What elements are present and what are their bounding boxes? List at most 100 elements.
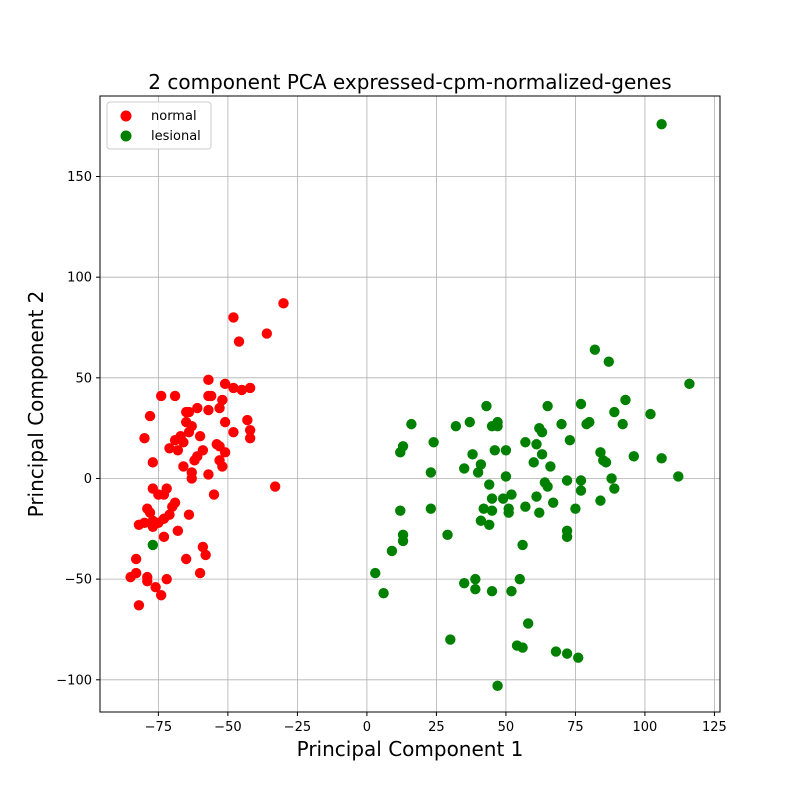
data-point-lesional: [570, 503, 581, 514]
data-point-normal: [228, 426, 239, 438]
legend-marker-normal: [120, 110, 132, 122]
data-point-normal: [200, 549, 211, 561]
data-point-normal: [164, 443, 175, 454]
x-tick-label: −25: [284, 720, 311, 735]
data-point-normal: [244, 433, 256, 444]
data-point-lesional: [561, 531, 573, 543]
data-point-lesional: [506, 489, 517, 500]
data-point-normal: [219, 416, 231, 428]
data-point-normal: [217, 461, 228, 472]
data-point-normal: [242, 414, 253, 426]
data-point-normal: [130, 553, 142, 565]
data-point-normal: [180, 553, 192, 565]
data-point-normal: [139, 517, 150, 528]
data-point-lesional: [397, 535, 409, 547]
data-point-normal: [144, 410, 156, 422]
data-point-lesional: [406, 418, 417, 430]
data-point-lesional: [486, 505, 498, 516]
y-tick-label: 50: [75, 371, 92, 386]
data-point-lesional: [486, 493, 498, 504]
y-axis-label: Principal Component 2: [24, 291, 48, 518]
data-point-lesional: [470, 584, 481, 595]
data-point-lesional: [503, 507, 514, 518]
data-point-lesional: [497, 493, 509, 504]
data-point-lesional: [425, 503, 437, 514]
data-point-lesional: [609, 483, 620, 494]
data-point-lesional: [542, 481, 553, 492]
data-point-lesional: [573, 652, 584, 663]
data-point-normal: [172, 525, 184, 537]
data-point-lesional: [620, 394, 631, 406]
data-point-normal: [155, 590, 167, 601]
x-tick-label: 0: [363, 720, 371, 735]
data-point-lesional: [656, 118, 667, 130]
data-point-lesional: [531, 491, 542, 502]
data-point-lesional: [481, 400, 492, 412]
data-point-normal: [219, 378, 231, 390]
legend-label-lesional: lesional: [151, 129, 201, 144]
data-point-normal: [197, 541, 209, 553]
data-point-lesional: [442, 529, 453, 541]
data-point-lesional: [489, 445, 500, 456]
data-point-lesional: [520, 437, 531, 448]
data-point-lesional: [428, 437, 439, 448]
data-point-lesional: [547, 497, 559, 508]
x-tick-label: 100: [633, 720, 658, 735]
data-point-lesional: [370, 567, 381, 579]
x-tick-label: 75: [567, 720, 584, 735]
data-point-lesional: [464, 416, 475, 428]
data-point-lesional: [606, 473, 617, 484]
plot-frame: [99, 95, 721, 713]
data-point-lesional: [595, 495, 606, 506]
data-point-normal: [144, 507, 156, 518]
x-tick-label: −50: [214, 720, 241, 735]
data-point-lesional: [520, 501, 531, 512]
data-point-lesional: [478, 503, 489, 514]
y-tick-label: 100: [67, 271, 92, 286]
data-point-lesional: [472, 467, 484, 478]
data-point-lesional: [656, 453, 667, 464]
data-point-normal: [178, 461, 189, 472]
legend-marker-lesional: [120, 130, 132, 142]
data-point-lesional: [575, 475, 587, 486]
data-point-lesional: [395, 505, 406, 516]
data-point-normal: [244, 424, 256, 436]
data-point-normal: [139, 433, 150, 444]
data-point-lesional: [584, 416, 595, 428]
data-point-normal: [186, 420, 197, 432]
data-point-normal: [208, 489, 220, 500]
x-tick-label: −75: [145, 720, 172, 735]
data-point-lesional: [595, 447, 606, 458]
data-point-lesional: [484, 479, 495, 490]
data-point-lesional: [386, 545, 398, 557]
data-point-lesional: [645, 408, 656, 420]
data-point-normal: [261, 328, 273, 339]
data-point-lesional: [500, 471, 512, 482]
data-point-normal: [278, 298, 289, 309]
data-point-normal: [236, 384, 247, 396]
data-point-lesional: [378, 588, 389, 599]
data-point-lesional: [467, 449, 478, 460]
data-point-lesional: [536, 426, 548, 438]
data-point-normal: [142, 571, 153, 583]
data-point-normal: [203, 404, 214, 416]
legend-label-normal: normal: [151, 109, 197, 124]
data-point-lesional: [564, 435, 576, 446]
data-point-normal: [183, 509, 195, 520]
data-point-lesional: [534, 507, 545, 518]
data-point-lesional: [609, 406, 620, 418]
data-point-lesional: [528, 457, 539, 468]
data-point-normal: [203, 469, 214, 480]
y-tick-label: −50: [65, 573, 92, 588]
data-point-lesional: [147, 539, 159, 551]
data-point-normal: [150, 581, 161, 593]
data-point-normal: [155, 390, 167, 402]
data-point-lesional: [628, 451, 640, 462]
data-point-normal: [206, 390, 217, 402]
data-point-normal: [233, 336, 245, 347]
data-point-lesional: [617, 418, 628, 430]
data-point-lesional: [545, 461, 556, 472]
data-point-normal: [203, 374, 214, 386]
y-tick-label: 0: [84, 472, 92, 487]
data-point-lesional: [500, 445, 512, 456]
